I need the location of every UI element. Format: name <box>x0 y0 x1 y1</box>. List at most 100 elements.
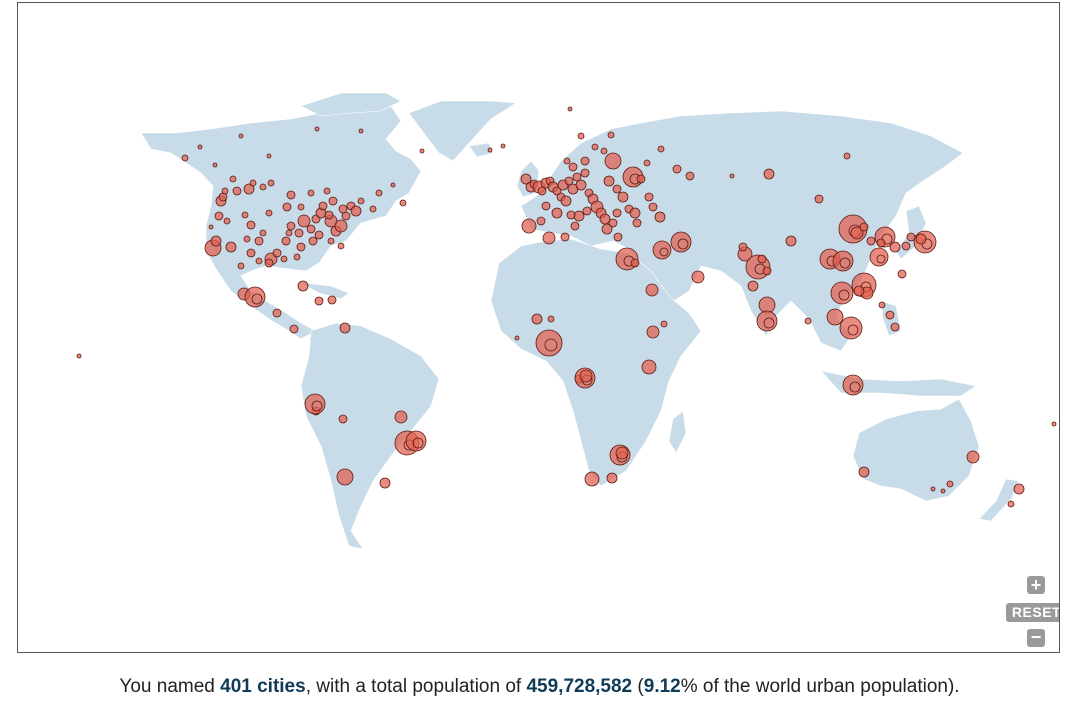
city-marker[interactable] <box>603 175 615 187</box>
city-marker[interactable] <box>599 213 611 225</box>
city-marker[interactable] <box>636 174 646 184</box>
city-marker[interactable] <box>542 231 556 245</box>
city-marker[interactable] <box>1007 500 1015 508</box>
city-marker[interactable] <box>369 205 377 213</box>
city-marker[interactable] <box>890 322 900 332</box>
city-marker[interactable] <box>379 477 391 489</box>
city-marker[interactable] <box>244 286 266 308</box>
city-marker[interactable] <box>350 205 362 217</box>
city-marker[interactable] <box>591 143 599 151</box>
city-markers[interactable] <box>76 106 1057 508</box>
city-marker[interactable] <box>297 214 311 228</box>
city-marker[interactable] <box>375 189 383 197</box>
city-marker[interactable] <box>612 184 622 194</box>
city-marker[interactable] <box>267 179 275 187</box>
city-marker[interactable] <box>575 179 587 191</box>
city-marker[interactable] <box>536 216 546 226</box>
city-marker[interactable] <box>606 472 618 484</box>
city-marker[interactable] <box>197 144 203 150</box>
city-marker[interactable] <box>181 154 189 162</box>
city-marker[interactable] <box>255 257 263 265</box>
city-marker[interactable] <box>296 242 306 252</box>
city-marker[interactable] <box>738 242 748 252</box>
city-marker[interactable] <box>306 224 316 234</box>
city-marker[interactable] <box>323 187 331 195</box>
city-marker[interactable] <box>259 229 267 237</box>
city-marker[interactable] <box>314 296 324 306</box>
city-marker[interactable] <box>1013 483 1025 495</box>
city-marker[interactable] <box>850 226 864 240</box>
city-marker[interactable] <box>657 145 665 153</box>
city-marker[interactable] <box>264 258 274 268</box>
city-marker[interactable] <box>259 183 267 191</box>
city-marker[interactable] <box>324 210 334 220</box>
zoom-in-button[interactable]: + <box>1027 576 1045 594</box>
city-marker[interactable] <box>531 313 543 325</box>
city-marker[interactable] <box>901 241 911 251</box>
city-marker[interactable] <box>762 266 772 276</box>
city-marker[interactable] <box>804 317 812 325</box>
city-marker[interactable] <box>897 269 907 279</box>
city-marker[interactable] <box>869 247 889 267</box>
city-marker[interactable] <box>286 190 296 200</box>
city-marker[interactable] <box>520 173 532 185</box>
city-marker[interactable] <box>405 430 427 452</box>
city-marker[interactable] <box>297 203 305 211</box>
city-marker[interactable] <box>514 335 520 341</box>
city-marker[interactable] <box>249 179 257 187</box>
city-marker[interactable] <box>358 128 364 134</box>
city-marker[interactable] <box>573 210 585 222</box>
city-marker[interactable] <box>630 258 640 268</box>
city-marker[interactable] <box>643 159 651 167</box>
city-marker[interactable] <box>237 262 245 270</box>
city-marker[interactable] <box>570 221 580 231</box>
city-marker[interactable] <box>563 157 571 165</box>
city-marker[interactable] <box>212 162 218 168</box>
city-marker[interactable] <box>535 329 563 357</box>
city-marker[interactable] <box>294 228 304 238</box>
city-marker[interactable] <box>830 281 854 305</box>
city-marker[interactable] <box>645 283 659 297</box>
city-marker[interactable] <box>208 224 214 230</box>
city-marker[interactable] <box>246 248 256 258</box>
city-marker[interactable] <box>876 238 886 248</box>
city-marker[interactable] <box>318 201 328 211</box>
city-marker[interactable] <box>629 207 641 219</box>
city-marker[interactable] <box>1051 421 1057 427</box>
city-marker[interactable] <box>826 308 844 326</box>
city-marker[interactable] <box>582 206 592 216</box>
city-marker[interactable] <box>648 202 658 212</box>
city-marker[interactable] <box>76 353 82 359</box>
city-marker[interactable] <box>281 236 291 246</box>
city-marker[interactable] <box>286 221 296 231</box>
city-marker[interactable] <box>940 488 946 494</box>
world-map[interactable]: + RESET − <box>17 2 1060 653</box>
city-marker[interactable] <box>660 320 668 328</box>
city-marker[interactable] <box>612 208 622 218</box>
city-marker[interactable] <box>265 209 273 217</box>
city-marker[interactable] <box>652 240 672 260</box>
city-marker[interactable] <box>832 250 854 272</box>
city-marker[interactable] <box>889 241 901 253</box>
city-marker[interactable] <box>885 310 895 320</box>
city-marker[interactable] <box>654 211 666 223</box>
city-marker[interactable] <box>214 211 224 221</box>
city-marker[interactable] <box>906 232 916 242</box>
city-marker[interactable] <box>691 270 705 284</box>
city-marker[interactable] <box>327 295 337 305</box>
city-marker[interactable] <box>577 132 585 140</box>
city-marker[interactable] <box>604 152 622 170</box>
city-marker[interactable] <box>584 471 600 487</box>
city-marker[interactable] <box>243 235 251 243</box>
reset-button[interactable]: RESET <box>1006 603 1059 622</box>
city-marker[interactable] <box>357 197 365 205</box>
city-marker[interactable] <box>243 183 255 195</box>
city-marker[interactable] <box>632 218 642 228</box>
city-marker[interactable] <box>672 164 682 174</box>
city-marker[interactable] <box>617 191 629 203</box>
city-marker[interactable] <box>223 217 231 225</box>
city-marker[interactable] <box>334 219 348 233</box>
city-marker[interactable] <box>757 254 767 264</box>
city-marker[interactable] <box>399 199 407 207</box>
city-marker[interactable] <box>580 156 590 166</box>
